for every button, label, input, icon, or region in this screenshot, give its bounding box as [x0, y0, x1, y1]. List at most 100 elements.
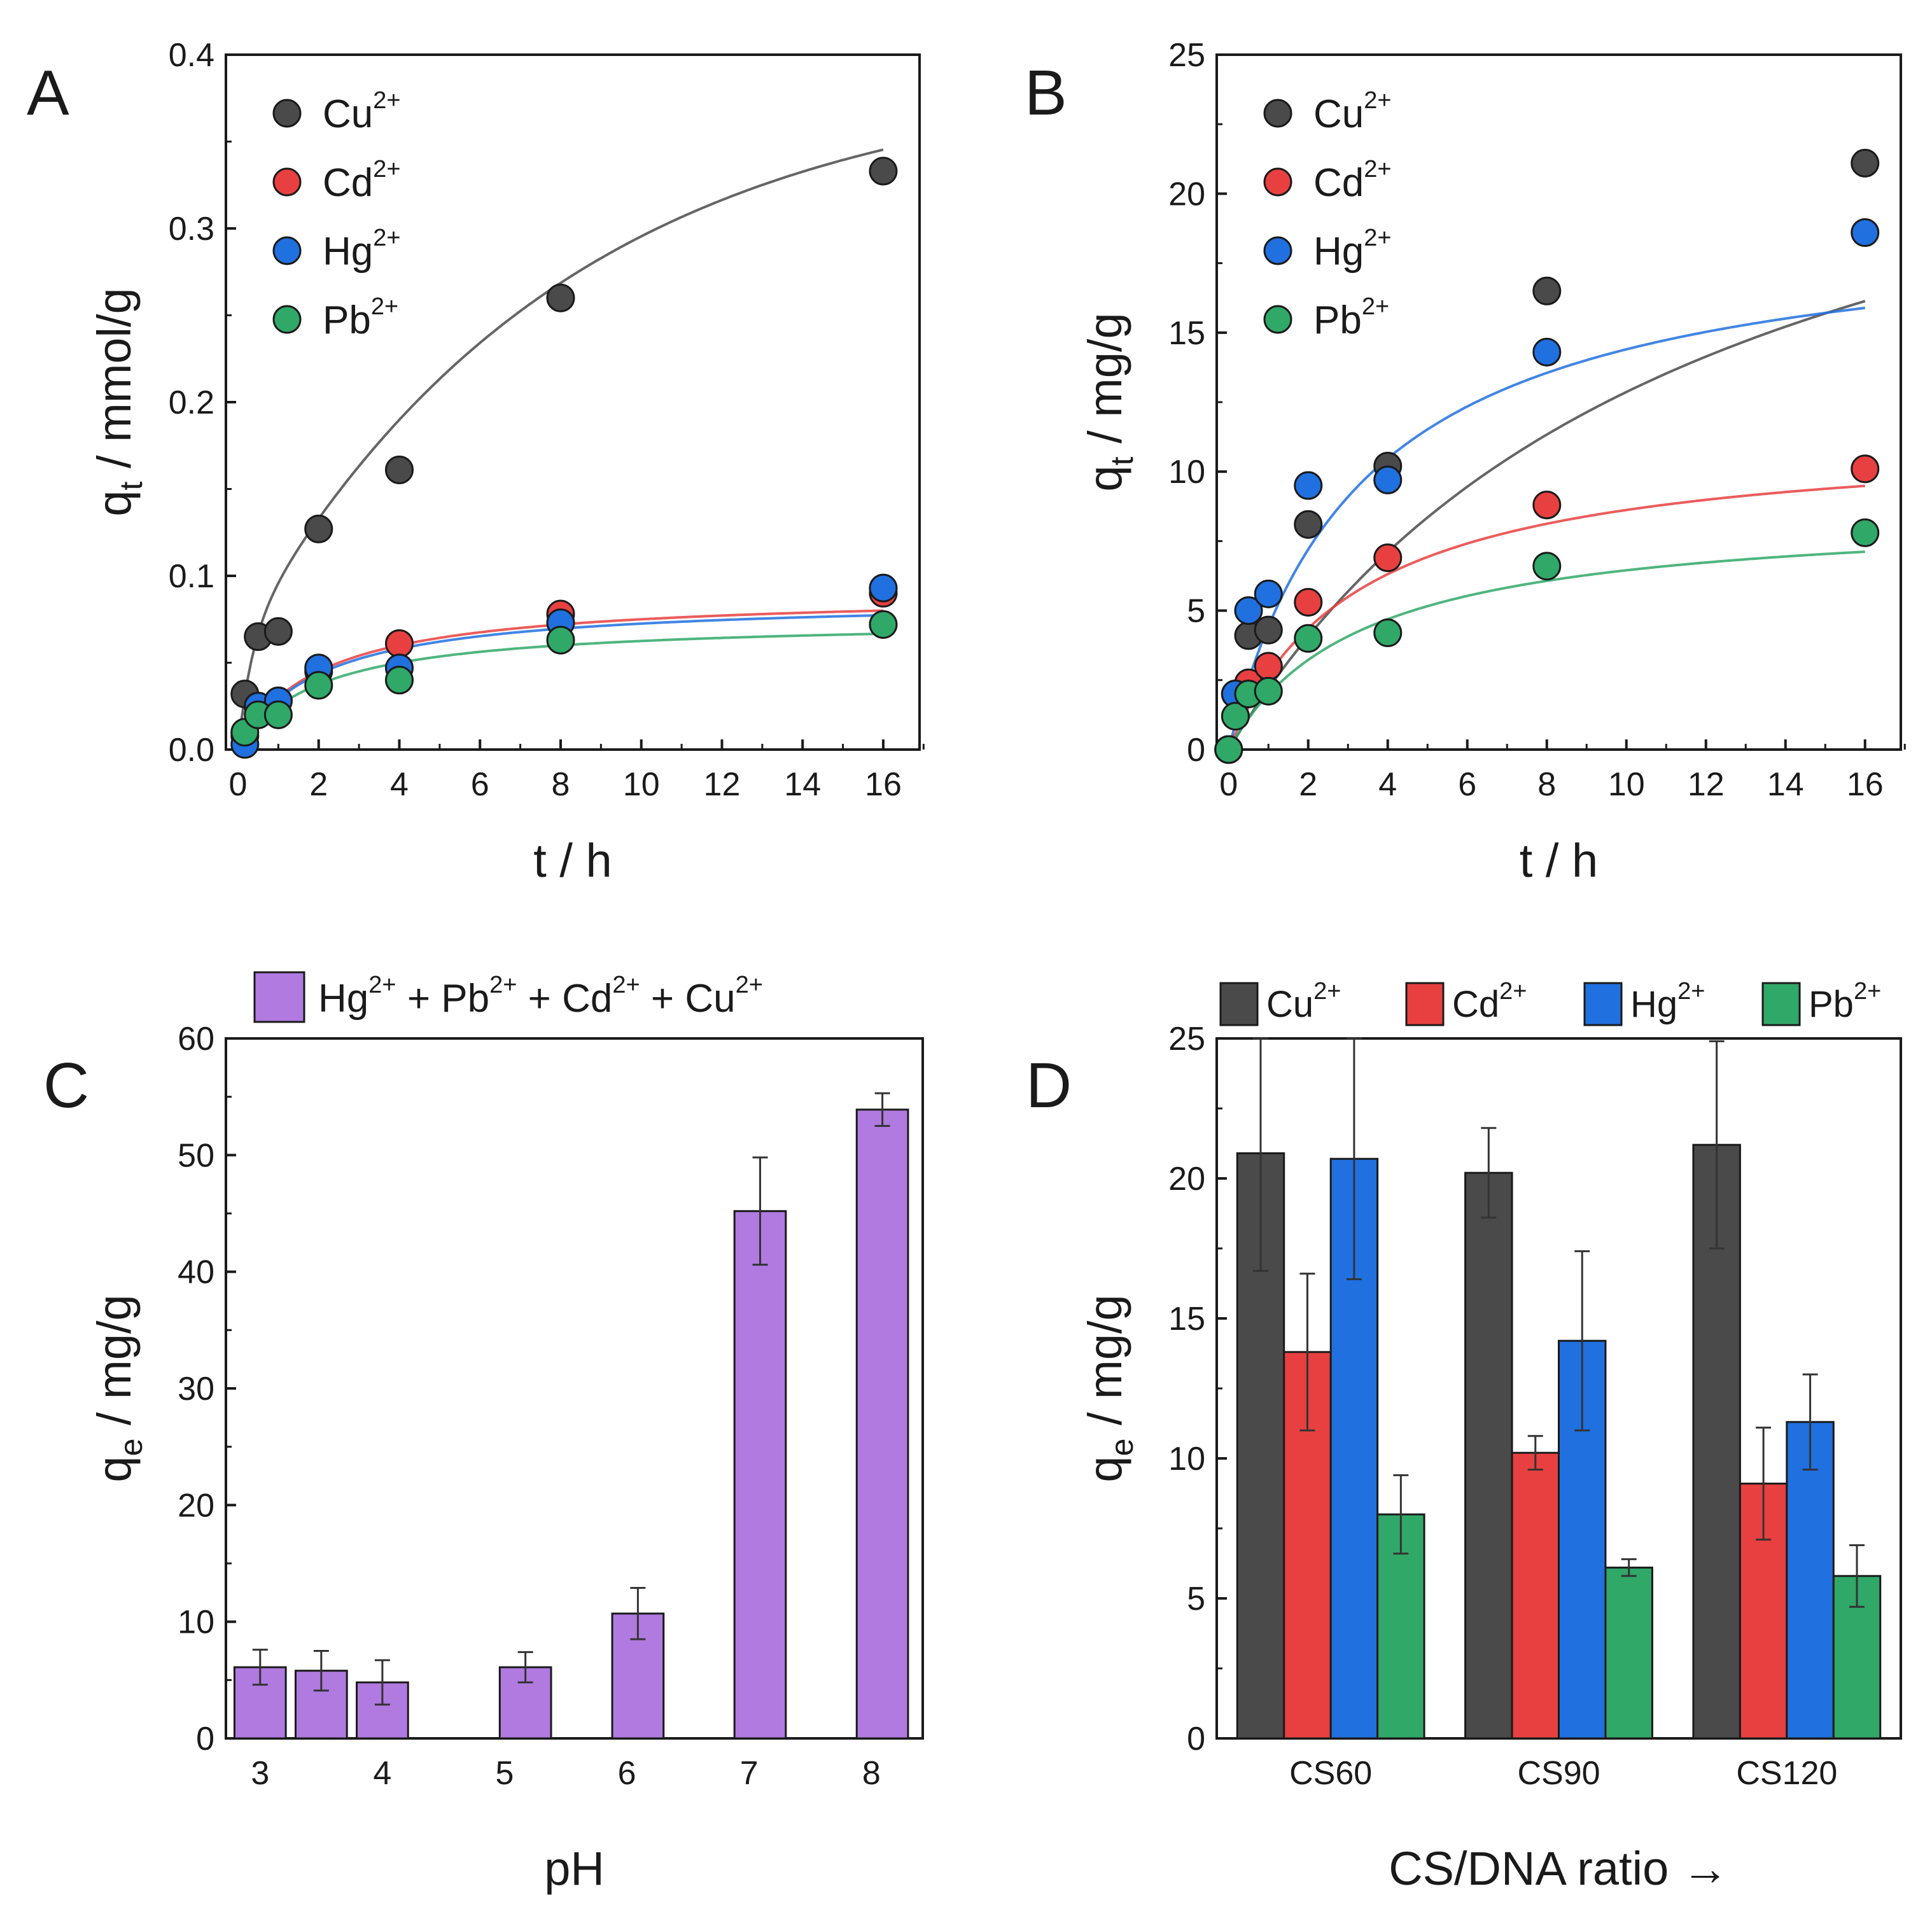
data-point-cd — [1373, 543, 1403, 573]
data-point-cd — [1851, 454, 1880, 484]
legend-ion: Cd — [1452, 984, 1499, 1025]
panel-label-d: D — [1026, 1050, 1072, 1121]
data-point-hg — [1532, 337, 1562, 367]
ph-bar — [855, 1108, 909, 1740]
x-tick-label: 3 — [251, 1755, 269, 1792]
y-tick-label: 60 — [178, 1021, 214, 1058]
legend-charge: 2+ — [1364, 87, 1391, 114]
y-axis-label-unit: / mg/g — [1079, 1294, 1131, 1438]
legend-marker-cu — [272, 99, 302, 128]
legend-charge: 2+ — [1313, 978, 1341, 1005]
y-axis-label-sub: e — [113, 1439, 149, 1456]
x-tick-label: 14 — [1767, 766, 1804, 803]
data-point-pb — [1254, 676, 1283, 706]
legend-ion: Pb — [1313, 298, 1362, 342]
legend-charge: 2+ — [373, 225, 400, 251]
legend-charge: 2+ — [1362, 293, 1389, 320]
y-tick-label: 10 — [1168, 1441, 1205, 1477]
data-point-hg — [1234, 596, 1263, 625]
x-tick-label: 0 — [1219, 766, 1238, 803]
fit-curve-cd — [1228, 484, 1865, 750]
data-point-cd — [1294, 587, 1323, 617]
y-tick-label: 20 — [1168, 176, 1205, 213]
legend-swatch-cd — [1405, 982, 1445, 1026]
legend-label-pb: Pb2+ — [323, 293, 398, 342]
ph-bar — [733, 1210, 787, 1740]
y-axis-label-sub: t — [1104, 456, 1140, 465]
y-axis-label-sub: e — [1104, 1439, 1140, 1456]
panel-d-ratio-bars: 0 5 10 15 20 25 qe / mg/g CS60 CS90 CS120 CS/DNA r… — [1079, 978, 1902, 1895]
y-axis-label-unit: / mmol/g — [88, 288, 141, 481]
x-tick-label: 14 — [784, 766, 821, 803]
legend-charge: 2+ — [612, 972, 640, 998]
data-point-cd — [1532, 491, 1562, 520]
x-axis-label: CS/DNA ratio → — [1389, 1842, 1729, 1895]
data-point-cu — [546, 283, 575, 312]
y-tick-label: 0.1 — [169, 558, 214, 595]
legend-marker-cu — [1263, 99, 1292, 128]
y-tick-label: 0.0 — [169, 732, 214, 769]
x-tick-label: 16 — [865, 766, 902, 803]
legend-label-cu: Cu2+ — [1313, 87, 1392, 136]
x-tick-label: CS60 — [1289, 1755, 1372, 1792]
legend-ion: Pb — [323, 298, 371, 342]
y-axis-label-unit: / mg/g — [88, 1294, 141, 1438]
legend-label-cd: Cd2+ — [323, 156, 401, 205]
panel-label-a: A — [27, 57, 69, 129]
data-point-cu — [1294, 510, 1323, 539]
x-axis-label: t / h — [1520, 834, 1598, 887]
x-tick-label: 10 — [1608, 766, 1645, 803]
x-tick-label: 6 — [1458, 766, 1476, 803]
legend-label-pb: Pb2+ — [1809, 978, 1881, 1025]
panel-label-c: C — [43, 1050, 89, 1121]
y-tick-label: 25 — [1168, 1021, 1205, 1058]
legend-charge: 2+ — [368, 972, 396, 998]
data-point-pb — [385, 666, 414, 695]
bar-cu — [1464, 1171, 1513, 1740]
y-tick-label: 30 — [178, 1371, 214, 1408]
data-point-hg — [1851, 218, 1880, 248]
x-tick-label: 2 — [1299, 766, 1317, 803]
legend-charge: 2+ — [1854, 978, 1881, 1005]
data-point-cu — [869, 157, 898, 186]
panel-label-b: B — [1025, 57, 1067, 129]
legend-marker-hg — [272, 236, 302, 265]
legend-ion: + Pb — [396, 977, 490, 1021]
fit-curve-hg — [1228, 306, 1866, 748]
x-tick-label: CS120 — [1736, 1755, 1837, 1792]
y-tick-label: 0.3 — [169, 211, 214, 248]
legend-label-cd: Cd2+ — [1452, 978, 1527, 1025]
y-tick-label: 20 — [1168, 1161, 1205, 1198]
legend-charge: 2+ — [1677, 978, 1705, 1005]
bar-cd — [1511, 1451, 1560, 1740]
x-axis-label: pH — [544, 1842, 605, 1895]
x-tick-label: 8 — [862, 1755, 881, 1792]
y-tick-label: 5 — [1187, 1581, 1205, 1617]
legend-label-cd: Cd2+ — [1313, 156, 1392, 205]
legend-marker-hg — [1263, 236, 1292, 265]
y-tick-label: 5 — [1187, 593, 1205, 630]
legend-marker-pb — [1263, 305, 1292, 334]
x-tick-label: CS90 — [1517, 1755, 1600, 1792]
y-axis-label-sub: t — [113, 482, 149, 491]
legend-label-hg: Hg2+ — [1313, 225, 1392, 274]
y-tick-label: 0 — [1187, 732, 1205, 769]
y-axis-label-main: q — [88, 491, 141, 517]
data-point-cu — [304, 514, 333, 543]
legend-ion: Pb — [1809, 984, 1854, 1025]
legend-charge: 2+ — [371, 293, 398, 320]
legend-ion: Hg — [323, 230, 373, 274]
x-tick-label: 12 — [1688, 766, 1725, 803]
y-axis-label: qt / mmol/g — [88, 288, 149, 516]
x-tick-label: 6 — [471, 766, 489, 803]
data-point-pb — [1373, 618, 1403, 648]
x-tick-label: 5 — [496, 1755, 514, 1792]
legend-charge: 2+ — [1364, 225, 1391, 251]
legend-ion: Hg — [1313, 230, 1364, 274]
fit-curve-pb — [1228, 550, 1865, 750]
legend-marker-pb — [272, 305, 302, 334]
data-point-cd — [385, 629, 414, 658]
